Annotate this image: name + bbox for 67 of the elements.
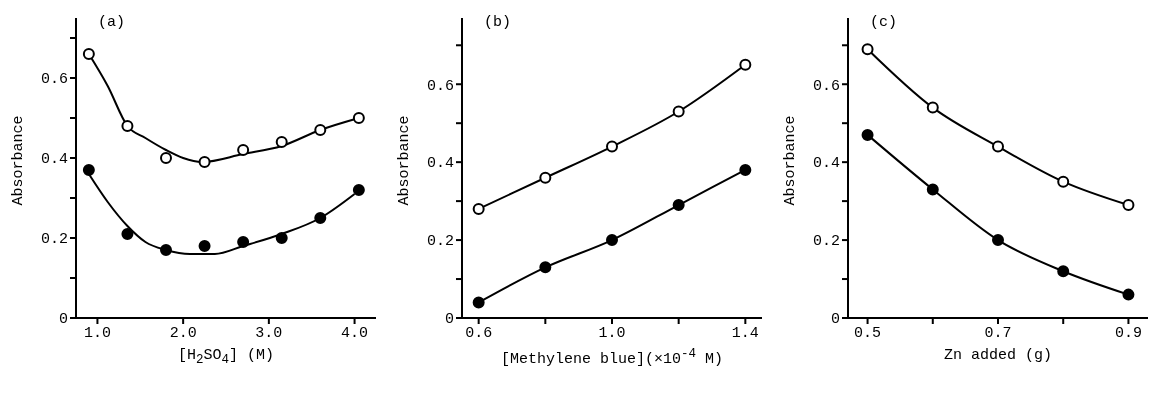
y-tick-label: 0	[444, 311, 454, 329]
point	[1122, 288, 1135, 301]
y-tick-label: 0.6	[426, 77, 454, 95]
point	[1057, 175, 1070, 188]
point	[861, 43, 874, 56]
point	[237, 236, 250, 248]
y-tick-label: 0.4	[426, 155, 454, 173]
point	[926, 101, 939, 114]
point	[926, 183, 939, 196]
point	[237, 144, 250, 156]
point	[198, 240, 211, 252]
x-axis-title: [H$_{2}$SO$_{4}$] (M)	[176, 347, 276, 367]
x-axis-title: [Methylene blue](×10$^{-4}$ M)	[499, 347, 725, 368]
point	[539, 261, 552, 274]
point	[1057, 265, 1070, 278]
y-tick-label: 0.2	[812, 233, 840, 251]
point	[82, 48, 95, 60]
y-axis-title: Absorbance	[9, 115, 27, 206]
point	[314, 212, 327, 224]
y-axis-title: Absorbance	[781, 115, 799, 206]
point	[672, 199, 685, 212]
x-axis-title: Zn added (g)	[943, 347, 1053, 364]
y-tick-label: 0.2	[40, 231, 68, 249]
y-tick-label: 0.6	[40, 71, 68, 89]
x-tick-label: 1.4	[731, 324, 759, 342]
point	[539, 171, 552, 184]
point	[160, 244, 172, 256]
point	[121, 228, 134, 240]
point	[606, 140, 618, 153]
chart-title: (a)	[98, 14, 126, 31]
x-tick-label: 1.0	[598, 324, 626, 342]
point	[121, 120, 134, 132]
point	[472, 296, 485, 309]
point	[861, 128, 874, 141]
y-tick-label: 0.4	[40, 151, 68, 169]
point	[198, 156, 211, 168]
point	[82, 164, 95, 176]
point	[606, 234, 618, 247]
x-tick-label: 0.7	[984, 324, 1012, 342]
x-tick-label: 0.6	[465, 324, 493, 342]
x-tick-label: 0.9	[1114, 324, 1142, 342]
point	[992, 234, 1004, 247]
point	[472, 202, 485, 215]
y-tick-label: 0.2	[426, 233, 454, 251]
point	[275, 136, 288, 148]
point	[1122, 199, 1135, 212]
x-tick-label: 1.0	[83, 324, 111, 342]
y-tick-label: 0	[830, 311, 840, 329]
y-axis-title: Absorbance	[395, 115, 413, 206]
point	[992, 140, 1004, 153]
point	[275, 232, 288, 244]
point	[739, 163, 752, 176]
y-tick-label: 0.6	[812, 77, 840, 95]
chart-title: (c)	[870, 14, 898, 31]
point	[352, 112, 365, 124]
y-tick-label: 0.4	[812, 155, 840, 173]
chart-title: (b)	[484, 14, 512, 31]
point	[352, 184, 365, 196]
y-tick-label: 0	[58, 311, 68, 329]
x-tick-label: 0.5	[854, 324, 882, 342]
x-tick-label: 3.0	[255, 324, 283, 342]
point	[160, 152, 172, 164]
point	[314, 124, 327, 136]
point	[672, 105, 685, 118]
point	[739, 58, 752, 71]
x-tick-label: 4.0	[341, 324, 369, 342]
x-tick-label: 2.0	[169, 324, 197, 342]
